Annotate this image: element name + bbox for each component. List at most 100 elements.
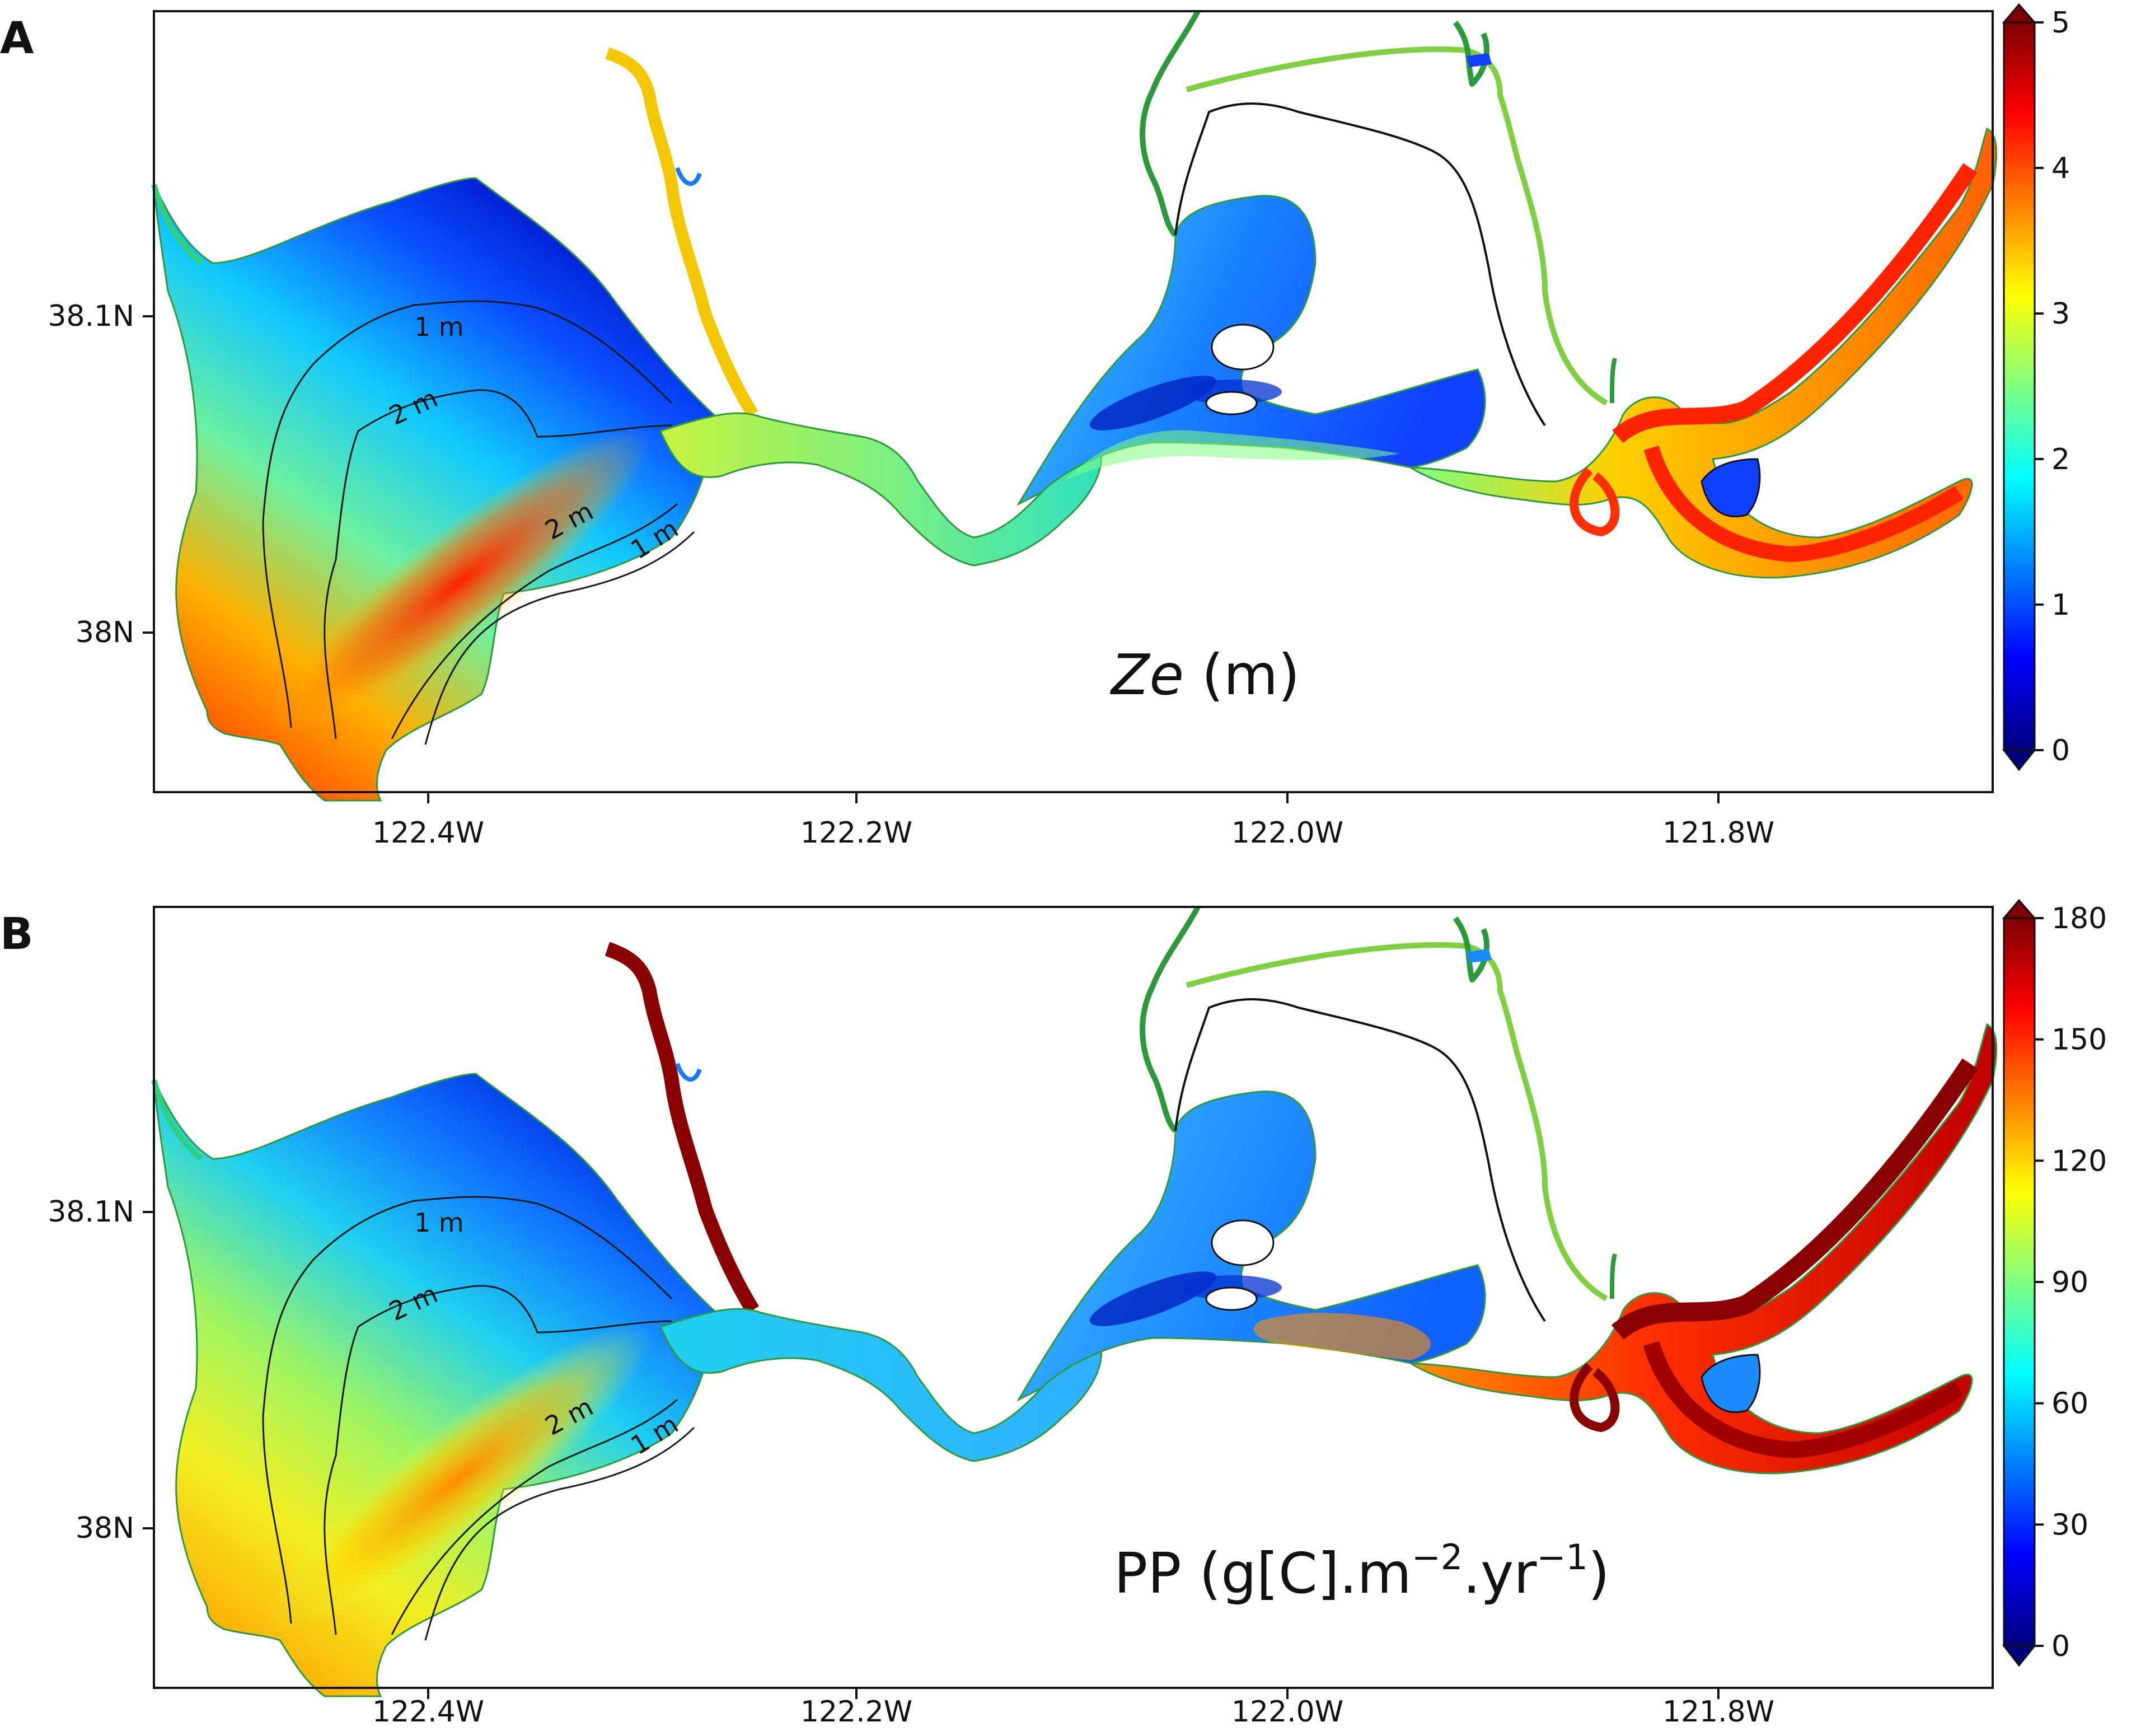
channel-core [266,428,652,737]
y-axis: 38.1N 38N [48,1195,154,1545]
panel-b: B 1 m 2 m 2 m 1 m [0,899,2107,1729]
colorbar-tick-label: 5 [2051,6,2070,40]
colorbar-bar [2003,917,2036,1647]
colorbar-tick-label: 60 [2051,1387,2088,1421]
x-tick-label: 122.0W [1231,1695,1343,1729]
x-axis: 122.4W 122.2W 122.0W 121.8W [372,792,1774,850]
east-channel-hot [1611,1058,1979,1340]
colorbar-bar [2003,21,2036,751]
wetland-patch [1467,53,1492,67]
contour-1m [262,1196,673,1624]
north-slough [1174,102,1546,427]
north-slough [1453,21,1489,87]
east-channel-hot [1612,163,1978,443]
variable-label: PP (g[C].m−2.yr−1) [1114,1537,1610,1606]
napa-river-edge [675,1063,702,1082]
colorbar-extend-top [2002,899,2037,919]
contour-2m [324,1285,672,1635]
north-slough [1174,998,1546,1322]
suisun-highlight [1254,1313,1431,1360]
variable-label-mid: .yr [1463,1541,1537,1606]
x-tick-label: 122.4W [372,816,484,850]
variable-label: Ze (m) [1109,642,1300,708]
y-tick-label: 38.1N [48,300,134,333]
north-slough [1186,942,1608,1302]
colorbar-extend-top [2002,3,2037,24]
colorbar-tick-label: 180 [2051,902,2107,935]
contour-2m-south [391,1398,678,1635]
napa-river [605,942,760,1314]
variable-symbol: Ze [1109,642,1184,708]
map-area: 1 m 2 m 2 m 1 m [151,10,1997,802]
east-channel-hot [1643,1341,1964,1458]
napa-river-edge [675,167,702,186]
x-tick-label: 122.0W [1231,816,1343,850]
delta-loop [1570,1363,1620,1433]
y-tick-label: 38.1N [48,1195,134,1229]
north-slough [1610,358,1617,404]
x-tick-label: 122.2W [800,816,912,850]
x-tick-label: 122.4W [372,1695,484,1729]
colorbar: 0 1 2 3 4 5 [2002,3,2070,771]
colorbar-tick-label: 2 [2051,443,2070,476]
variable-label-main: PP (g[C].m [1114,1541,1412,1606]
colorbar-tick-label: 90 [2051,1266,2088,1299]
island [1211,1219,1275,1266]
san-pablo-bay [153,1073,718,1697]
contour-label: 1 m [414,1208,464,1238]
axes-frame [153,10,1994,793]
petaluma-river [151,184,204,265]
x-axis: 122.4W 122.2W 122.0W 121.8W [372,1688,1774,1729]
delta-loop [1570,467,1620,537]
variable-label-end: ) [1588,1541,1610,1606]
north-slough [1610,1253,1617,1299]
contour-1m-south [424,1426,695,1641]
colorbar-tick-label: 150 [2051,1023,2107,1057]
contour-1m-south [424,531,695,745]
colorbar-tick-label: 120 [2051,1144,2107,1178]
x-tick-label: 121.8W [1662,816,1774,850]
island [1211,324,1275,371]
east-channel [1407,127,1997,579]
colorbar-extend-bottom [2002,749,2037,771]
suisun-highlight [1064,430,1399,481]
x-tick-label: 122.2W [800,1695,912,1729]
colorbar-tick-label: 3 [2051,297,2070,331]
colorbar-ticks: 0 1 2 3 4 5 [2035,6,2070,768]
colorbar-extend-bottom [2002,1645,2037,1667]
y-axis: 38.1N 38N [48,300,154,649]
north-slough [1140,10,1201,237]
delta-bay [1700,458,1761,517]
san-pablo-bay [153,177,718,802]
contour-2m [324,389,672,740]
north-slough [1453,916,1489,982]
variable-label-sup: −1 [1536,1537,1587,1578]
panel-letter: A [0,13,34,64]
petaluma-river [151,1079,204,1161]
y-tick-label: 38N [76,616,134,649]
panel-a: A 1 m 2 m 2 m 1 m [0,3,2070,850]
island [1205,391,1258,415]
variable-label-sup: −2 [1412,1537,1463,1578]
colorbar-ticks: 0 30 60 90 120 150 180 [2035,902,2107,1663]
contour-2m-south [391,503,678,740]
delta-bay [1700,1354,1761,1413]
panel-letter: B [0,909,33,960]
x-tick-label: 121.8W [1662,1695,1774,1729]
axes-frame [153,906,1994,1689]
colorbar-tick-label: 1 [2051,588,2070,622]
channel-core [266,1323,652,1632]
map-area: 1 m 2 m 2 m 1 m [151,905,1997,1697]
contour-1m [262,300,673,728]
east-channel-hot [1643,445,1964,562]
variable-unit: (m) [1184,642,1300,708]
island [1205,1286,1258,1311]
contour-label: 1 m [414,312,464,342]
colorbar: 0 30 60 90 120 150 180 [2002,899,2107,1667]
north-slough [1186,46,1608,406]
colorbar-tick-label: 30 [2051,1508,2088,1542]
napa-river [605,47,758,418]
colorbar-tick-label: 0 [2051,734,2070,768]
colorbar-tick-label: 4 [2051,152,2070,185]
